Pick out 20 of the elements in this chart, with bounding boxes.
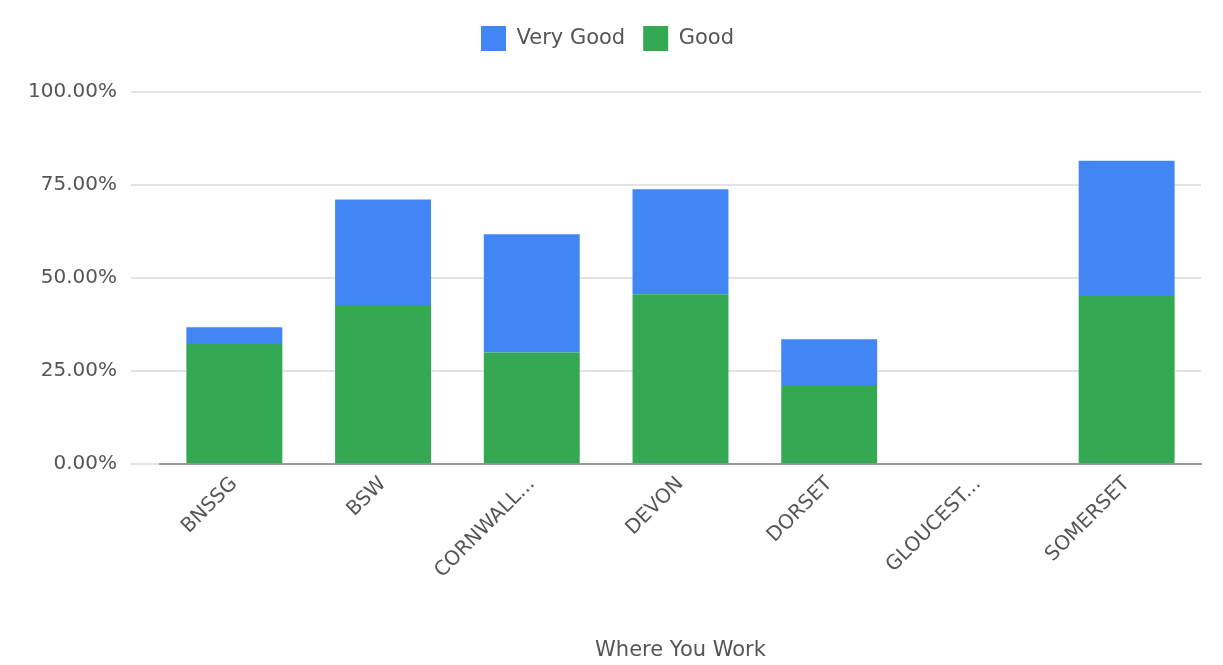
y-tick-label: 75.00% <box>40 171 117 196</box>
bar <box>186 344 283 464</box>
legend-label: Good <box>678 24 735 49</box>
y-tick-label: 100.00% <box>28 78 117 103</box>
y-tick-label: 0.00% <box>53 450 117 475</box>
bar <box>186 327 283 345</box>
bar <box>1078 296 1175 464</box>
y-tick-label: 50.00% <box>40 264 117 289</box>
bar <box>781 339 878 387</box>
bar <box>335 199 432 305</box>
legend-label: Very Good <box>516 24 626 49</box>
x-axis-title: Where You Work <box>595 636 767 661</box>
bar <box>483 352 580 464</box>
bar <box>781 386 878 464</box>
bar <box>632 189 729 295</box>
bar <box>632 294 729 464</box>
y-tick-label: 25.00% <box>40 357 117 382</box>
bar <box>335 304 432 464</box>
bar <box>1078 160 1175 297</box>
bar <box>483 234 580 353</box>
